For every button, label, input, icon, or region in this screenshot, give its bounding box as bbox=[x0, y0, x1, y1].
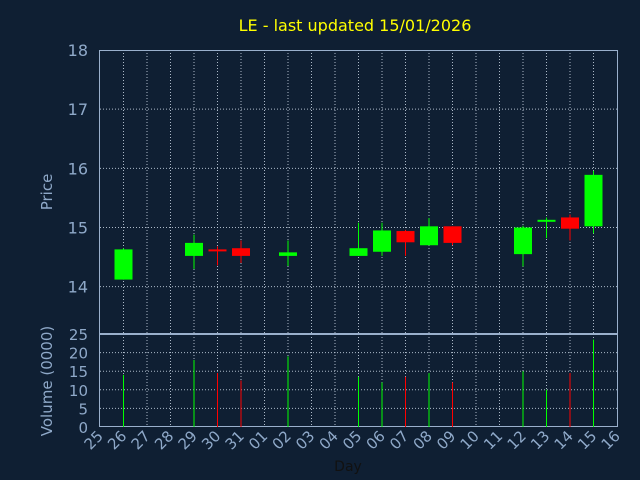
candle-body bbox=[232, 248, 250, 256]
candle bbox=[443, 226, 462, 246]
price-grid bbox=[100, 50, 617, 334]
day-tick-label: 09 bbox=[433, 427, 459, 453]
candle-body bbox=[208, 249, 227, 252]
price-tick-label: 15 bbox=[68, 219, 88, 238]
candle bbox=[208, 246, 227, 266]
day-tick-label: 31 bbox=[222, 427, 248, 453]
x-axis-label: Day bbox=[334, 459, 362, 475]
day-tick-label: 29 bbox=[175, 427, 201, 453]
candle bbox=[232, 240, 250, 263]
volume-tick-label: 25 bbox=[69, 326, 88, 344]
candle-body bbox=[396, 231, 415, 243]
candle bbox=[373, 222, 391, 256]
candle bbox=[584, 170, 603, 234]
day-tick-label: 07 bbox=[386, 427, 412, 453]
price-tick-label: 18 bbox=[68, 41, 88, 60]
candle bbox=[420, 218, 438, 246]
day-tick-label: 28 bbox=[151, 427, 177, 453]
candle-body bbox=[420, 226, 438, 246]
day-tick-label: 30 bbox=[198, 427, 224, 453]
day-tick-label: 04 bbox=[316, 427, 342, 453]
day-tick-label: 26 bbox=[104, 427, 130, 453]
price-panel-frame bbox=[99, 50, 618, 334]
candle bbox=[514, 225, 532, 267]
price-tick-label: 17 bbox=[68, 100, 88, 119]
candles bbox=[114, 170, 603, 280]
candle bbox=[396, 229, 415, 256]
candle bbox=[349, 222, 368, 256]
candle bbox=[279, 240, 297, 266]
day-tick-label: 03 bbox=[292, 427, 318, 453]
day-tick-label: 11 bbox=[480, 427, 506, 453]
day-tick-label: 05 bbox=[339, 427, 365, 453]
candle-body bbox=[114, 249, 133, 280]
day-tick-label: 14 bbox=[551, 427, 577, 453]
candle-body bbox=[561, 217, 579, 229]
day-tick-label: 06 bbox=[363, 427, 389, 453]
day-tick-label: 10 bbox=[457, 427, 483, 453]
day-tick-label: 16 bbox=[598, 427, 624, 453]
volume-tick-label: 20 bbox=[69, 345, 88, 363]
candle bbox=[185, 234, 203, 269]
x-ticks: 2526272829303101020304050607080910111213… bbox=[81, 427, 624, 453]
volume-bars bbox=[123, 339, 594, 427]
volume-tick-label: 5 bbox=[78, 400, 88, 418]
candle-body bbox=[349, 248, 368, 256]
candle-body bbox=[537, 219, 556, 222]
day-tick-label: 13 bbox=[527, 427, 553, 453]
candle-body bbox=[279, 252, 297, 256]
candle bbox=[114, 248, 133, 280]
volume-tick-label: 15 bbox=[69, 363, 88, 381]
candle-body bbox=[514, 227, 532, 255]
candle-body bbox=[584, 174, 603, 227]
candle-body bbox=[373, 230, 391, 252]
volume-tick-label: 10 bbox=[69, 382, 88, 400]
price-tick-label: 14 bbox=[68, 278, 88, 297]
price-axis-label: Price bbox=[38, 174, 56, 211]
volume-axis-label: Volume (0000) bbox=[38, 326, 56, 436]
chart-title: LE - last updated 15/01/2026 bbox=[239, 16, 472, 35]
day-tick-label: 27 bbox=[128, 427, 154, 453]
volume-tick-label: 0 bbox=[78, 419, 88, 437]
day-tick-label: 02 bbox=[269, 427, 295, 453]
day-tick-label: 08 bbox=[410, 427, 436, 453]
candle-body bbox=[443, 226, 462, 243]
candle bbox=[561, 214, 579, 241]
candle bbox=[537, 217, 556, 239]
day-tick-label: 12 bbox=[504, 427, 530, 453]
price-y-ticks: 14 15 16 17 18 bbox=[68, 41, 88, 297]
day-tick-label: 15 bbox=[574, 427, 600, 453]
day-tick-label: 01 bbox=[245, 427, 271, 453]
candle-body bbox=[185, 242, 203, 256]
price-tick-label: 16 bbox=[68, 159, 88, 178]
